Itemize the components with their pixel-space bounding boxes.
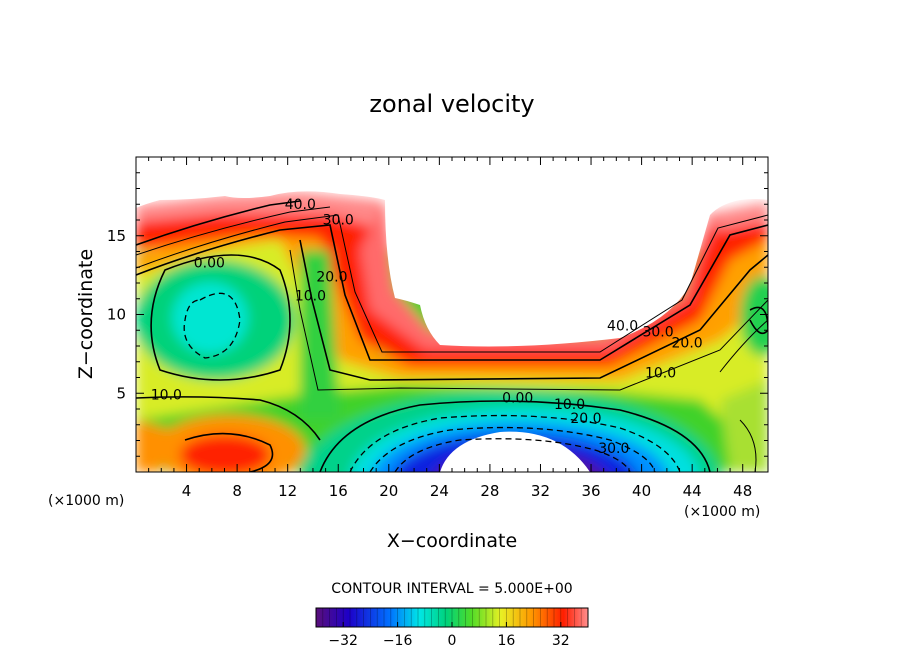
x-tick-label: 16 (329, 482, 348, 500)
contour-line (289, 249, 768, 391)
contour-line (136, 206, 331, 256)
field-lower-left-orange-edge (136, 420, 170, 472)
colorbar-ticks: −32 −16 0 16 32 (328, 622, 570, 649)
contour-line (749, 306, 768, 335)
contour-label: 30.0 (598, 441, 629, 457)
y-tick-label: 10 (107, 306, 126, 324)
x-tick-label: 40 (632, 482, 651, 500)
contour-interval-text: CONTOUR INTERVAL = 5.000E+00 (331, 581, 572, 597)
x-tick-label: 48 (733, 482, 752, 500)
contour-line (349, 414, 681, 472)
contour-lines (136, 200, 768, 472)
contour-line (319, 400, 711, 472)
x-axis: 4 8 12 16 20 24 28 32 36 40 44 48 (148, 157, 769, 500)
chart-title: zonal velocity (369, 90, 534, 118)
contour-line (719, 319, 768, 373)
contour-label: 20.0 (672, 336, 703, 352)
field-yellow-band (136, 230, 768, 460)
contour-label: 10.0 (645, 366, 676, 382)
contour-label: 20.0 (316, 269, 347, 285)
x-tick-label: 8 (232, 482, 242, 500)
colorbar-tick-label: −32 (328, 633, 358, 649)
contour-label: 0.00 (194, 255, 225, 271)
contour-line (136, 214, 768, 353)
contour-label: 10.0 (151, 388, 182, 404)
x-tick-label: 28 (480, 482, 499, 500)
contour-label: 0.00 (502, 391, 533, 407)
y-tick-label: 5 (116, 384, 126, 402)
y-axis-label: Z−coordinate (75, 249, 97, 379)
contour-line (739, 419, 757, 472)
colorbar-tick-label: −16 (383, 633, 413, 649)
x-axis-label: X−coordinate (387, 530, 517, 552)
field-orange-layer (136, 222, 768, 380)
contour-line (136, 396, 321, 441)
contour-line (299, 239, 768, 381)
y-axis: 5 10 15 (107, 172, 768, 457)
contour-line (136, 200, 301, 246)
contour-line (369, 426, 656, 472)
contour-line (394, 438, 631, 472)
y-tick-label: 15 (107, 227, 126, 245)
contour-label: 10.0 (554, 397, 585, 413)
x-unit-label-right: (×1000 m) (684, 504, 760, 520)
colorbar-tick-label: 0 (448, 633, 457, 649)
contour-label: 40.0 (607, 318, 638, 334)
colorbar-tick-label: 16 (497, 633, 515, 649)
x-tick-label: 4 (182, 482, 192, 500)
x-tick-label: 24 (430, 482, 449, 500)
x-tick-label: 44 (683, 482, 702, 500)
contour-label: 20.0 (570, 411, 601, 427)
masked-region-top (136, 157, 768, 347)
contour-line (184, 432, 274, 472)
x-tick-label: 32 (531, 482, 550, 500)
contour-label: 40.0 (285, 197, 316, 213)
velocity-field (136, 157, 768, 472)
x-tick-label: 12 (278, 482, 297, 500)
field-right-yellow (720, 380, 768, 472)
x-unit-label-left: (×1000 m) (48, 493, 124, 509)
contour-line (183, 292, 241, 359)
x-tick-label: 36 (581, 482, 600, 500)
contour-line (136, 224, 768, 361)
contour-label: 30.0 (323, 213, 354, 229)
field-lower-left-red (180, 435, 270, 472)
field-pink-top (136, 192, 385, 230)
contour-label: 30.0 (642, 325, 673, 341)
field-right-green (740, 276, 768, 356)
x-tick-label: 20 (379, 482, 398, 500)
contour-line (150, 254, 291, 381)
colorbar-tick-label: 32 (552, 633, 570, 649)
contour-label: 10.0 (295, 288, 326, 304)
field-pink-top-right (700, 202, 768, 230)
masked-region-bottom (440, 431, 590, 472)
field-left-core-cyan (172, 282, 248, 354)
